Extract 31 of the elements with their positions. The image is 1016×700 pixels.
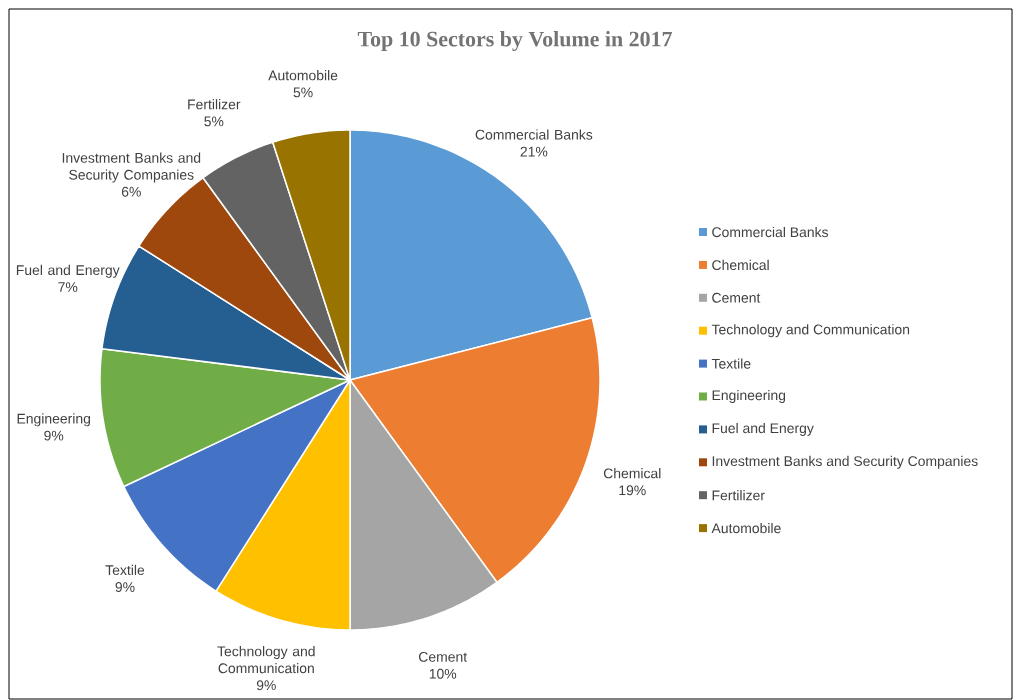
legend-label: Textile [711, 358, 751, 369]
data-label: 21% [520, 146, 548, 157]
slice-label: Commercial Banks [475, 129, 593, 140]
data-label: 5% [204, 116, 224, 127]
data-label: 5% [293, 87, 313, 98]
data-label: 10% [429, 668, 457, 679]
legend-label: Commercial Banks [712, 226, 829, 238]
legend-label: Investment Banks and Security Companies [712, 455, 978, 469]
legend-label: Engineering [712, 390, 786, 403]
data-label: 9% [256, 680, 276, 691]
slice-label: Automobile [268, 70, 338, 81]
slice-label: Technology and Communication [217, 646, 315, 674]
data-label: 6% [121, 186, 141, 197]
legend-label: Fertilizer [712, 490, 765, 501]
data-label: 7% [58, 282, 78, 292]
legend-label: Technology and Communication [711, 324, 910, 338]
data-label: 9% [115, 582, 135, 592]
chart-title: Top 10 Sectors by Volume in 2017 [357, 31, 672, 51]
slice-label: Fuel and Energy [16, 264, 120, 278]
slice-label: Textile [105, 564, 145, 576]
slice-label: Chemical [603, 468, 661, 479]
legend-label: Fuel and Energy [712, 422, 814, 436]
legend-label: Chemical [712, 259, 769, 271]
slice-label: Fertilizer [188, 99, 241, 110]
data-label: 19% [619, 485, 646, 496]
legend-label: Automobile [711, 522, 781, 534]
slice-label: Engineering [17, 413, 90, 427]
data-label: 9% [44, 430, 64, 441]
slice-label: Investment Banks and Security Companies [62, 152, 201, 183]
slice-label: Cement [418, 651, 468, 662]
legend-label: Cement [712, 292, 761, 303]
